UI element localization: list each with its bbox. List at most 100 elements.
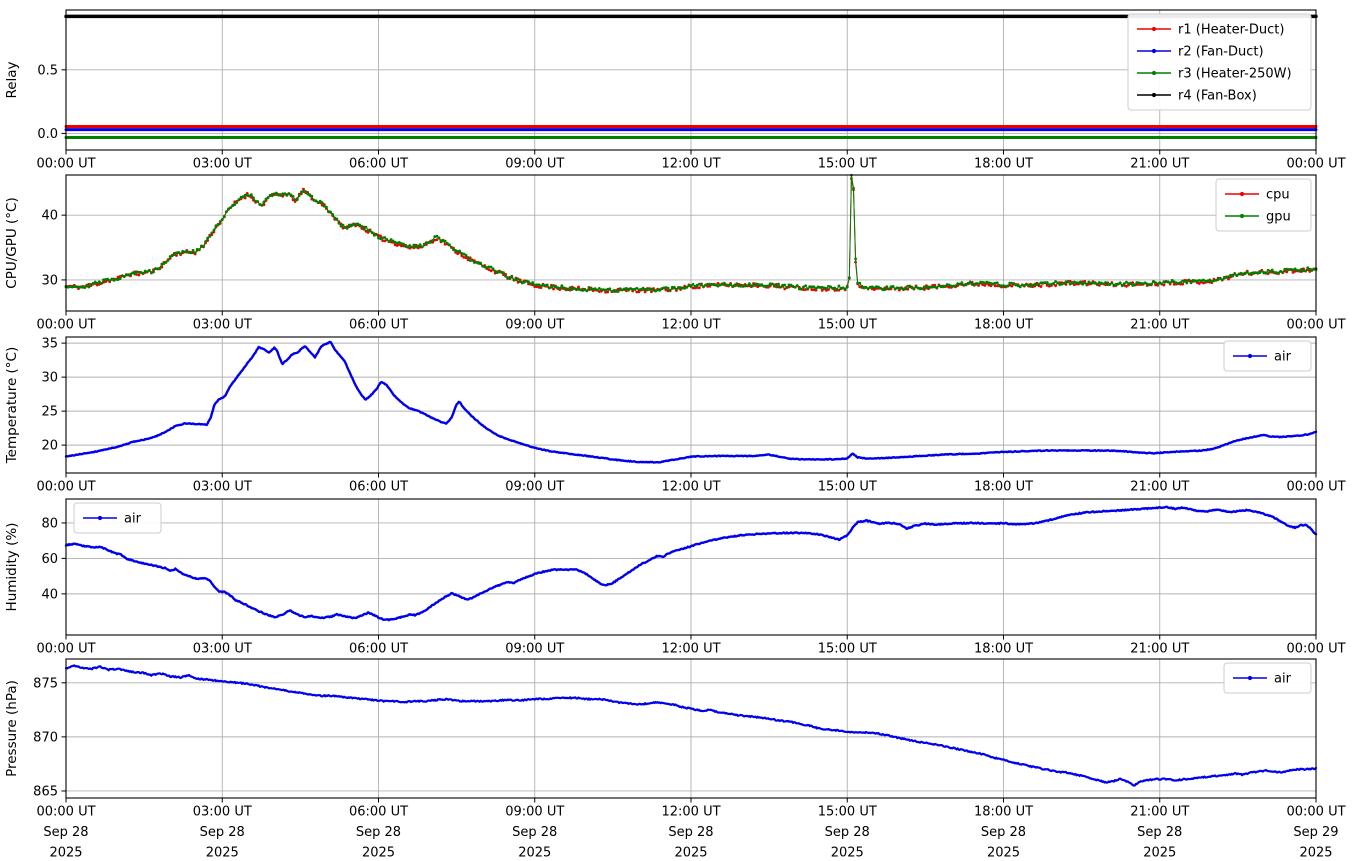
y-axis: 0.0 0.5 [37,63,66,142]
x-tick-year-label: 2025 [1299,846,1332,861]
x-tick-label: 18:00 UT [974,480,1033,495]
x-tick-label: 00:00 UT [36,805,95,820]
legend-label: gpu [1266,210,1291,225]
y-axis-title: CPU/GPU (°C) [4,197,20,288]
x-tick-date-label: Sep 28 [825,825,870,840]
x-tick-label: 06:00 UT [349,480,408,495]
gridlines [65,175,1317,311]
x-axis: 00:00 UT 03:00 UT 06:00 UT 09:00 UT 12:00 UT… [36,473,1346,495]
y-tick-label: 875 [33,676,58,691]
x-tick-label: 03:00 UT [193,805,252,820]
y-axis: 865 870 875 [33,676,66,799]
x-tick-label: 12:00 UT [661,642,720,657]
x-tick-label: 00:00 UT [1286,480,1345,495]
x-tick-label: 21:00 UT [1130,157,1189,172]
panel-humidity: 00:00 UT 03:00 UT 06:00 UT 09:00 UT 12:00 UT… [4,498,1346,657]
panel-temperature: 00:00 UT 03:00 UT 06:00 UT 09:00 UT 12:00 UT… [4,336,1346,495]
y-tick-label: 40 [41,587,58,602]
y-tick-label: 0.0 [37,127,58,142]
x-tick-label: 21:00 UT [1130,318,1189,333]
x-tick-label: 15:00 UT [818,642,877,657]
gridlines [65,499,1317,635]
x-tick-label: 03:00 UT [193,157,252,172]
x-tick-label: 18:00 UT [974,318,1033,333]
y-tick-label: 30 [41,371,58,386]
x-tick-label: 12:00 UT [661,805,720,820]
y-tick-label: 30 [41,273,58,288]
x-tick-label: 09:00 UT [505,318,564,333]
x-tick-label: 03:00 UT [193,318,252,333]
x-tick-label: 06:00 UT [349,805,408,820]
x-tick-label: 21:00 UT [1130,642,1189,657]
x-tick-label: 03:00 UT [193,480,252,495]
x-tick-label: 12:00 UT [661,318,720,333]
x-tick-date-label: Sep 28 [668,825,713,840]
x-axis: 00:00 UT 03:00 UT 06:00 UT 09:00 UT 12:00 UT… [36,150,1346,172]
panel-pressure: 00:00 UT Sep 28 2025 03:00 UT Sep 28 2025 06:0… [4,658,1346,861]
x-tick-label: 00:00 UT [1286,318,1345,333]
x-tick-date-label: Sep 28 [356,825,401,840]
x-tick-year-label: 2025 [831,846,864,861]
x-tick-year-label: 2025 [49,846,82,861]
y-tick-label: 80 [41,516,58,531]
x-tick-date-label: Sep 28 [512,825,557,840]
y-tick-label: 870 [33,730,58,745]
x-tick-label: 18:00 UT [974,805,1033,820]
legend-label: r2 (Fan-Duct) [1178,45,1264,60]
x-tick-label: 00:00 UT [1286,157,1345,172]
x-tick-label: 00:00 UT [36,642,95,657]
x-axis: 00:00 UT Sep 28 2025 03:00 UT Sep 28 2025 06:0… [36,798,1346,861]
x-tick-date-label: Sep 28 [43,825,88,840]
x-tick-label: 06:00 UT [349,318,408,333]
legend-humidity: air [73,502,162,534]
x-tick-date-label: Sep 28 [981,825,1026,840]
gridlines [65,659,1317,798]
x-axis: 00:00 UT 03:00 UT 06:00 UT 09:00 UT 12:00 UT… [36,311,1346,333]
gridlines [65,10,1317,150]
x-tick-label: 12:00 UT [661,157,720,172]
x-tick-year-label: 2025 [518,846,551,861]
x-tick-date-label: Sep 29 [1293,825,1338,840]
legend-label: cpu [1266,188,1290,203]
x-tick-label: 06:00 UT [349,642,408,657]
x-tick-label: 15:00 UT [818,157,877,172]
x-tick-label: 06:00 UT [349,157,408,172]
legend-temperature: air [1223,340,1312,372]
y-tick-label: 20 [41,439,58,454]
x-tick-label: 09:00 UT [505,157,564,172]
legend-label: air [124,512,142,527]
y-tick-label: 35 [41,337,58,352]
series-cpu_gpu-gpu [64,173,1318,293]
x-tick-label: 09:00 UT [505,642,564,657]
x-tick-label: 09:00 UT [505,480,564,495]
legend-label: air [1274,672,1292,687]
y-axis-title: Humidity (%) [4,523,20,612]
x-tick-label: 03:00 UT [193,642,252,657]
y-axis: 30 40 [41,209,66,288]
y-tick-label: 25 [41,405,58,420]
x-tick-label: 18:00 UT [974,157,1033,172]
x-tick-label: 00:00 UT [1286,805,1345,820]
x-tick-label: 18:00 UT [974,642,1033,657]
panel-relay: 00:00 UT 03:00 UT 06:00 UT 09:00 UT 12:00 UT… [4,9,1346,172]
x-tick-year-label: 2025 [206,846,239,861]
x-tick-date-label: Sep 28 [200,825,245,840]
x-tick-year-label: 2025 [987,846,1020,861]
x-tick-label: 15:00 UT [818,318,877,333]
x-tick-label: 00:00 UT [36,318,95,333]
y-axis-title: Pressure (hPa) [4,680,20,777]
x-tick-year-label: 2025 [362,846,395,861]
legend-label: r3 (Heater-250W) [1178,67,1292,82]
legend-pressure: air [1223,662,1312,694]
x-tick-label: 00:00 UT [1286,642,1345,657]
y-axis: 40 60 80 [41,516,66,602]
y-axis-title: Temperature (°C) [4,347,20,465]
y-axis: 20 25 30 35 [41,337,66,454]
y-tick-label: 40 [41,209,58,224]
panel-cpu_gpu: 00:00 UT 03:00 UT 06:00 UT 09:00 UT 12:00 UT… [4,173,1346,333]
x-axis: 00:00 UT 03:00 UT 06:00 UT 09:00 UT 12:00 UT… [36,635,1346,657]
series-humidity-air [64,505,1318,622]
series-pressure-air [64,664,1318,787]
x-tick-date-label: Sep 28 [1137,825,1182,840]
